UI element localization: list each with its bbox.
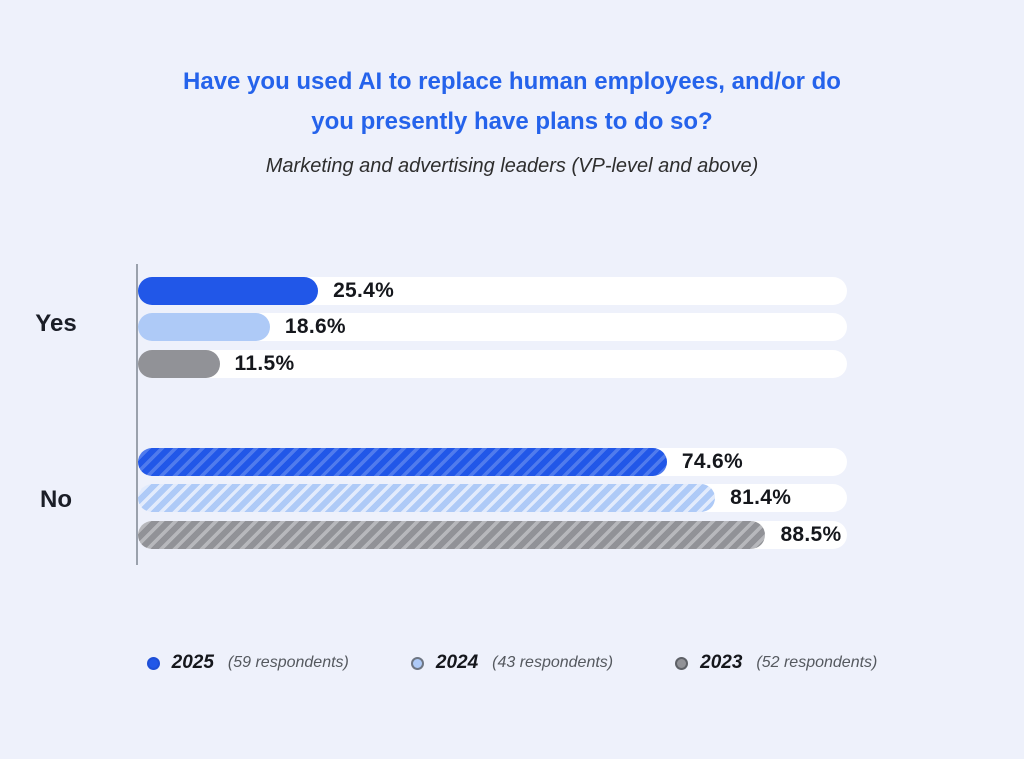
bar-fill-yes-2023 — [138, 350, 220, 378]
legend-year-2024: 2024 — [435, 652, 479, 673]
bar-track-yes-2024: 18.6% — [138, 313, 847, 341]
legend-dot-2023-icon — [675, 656, 689, 670]
legend-note-2023: (52 respondents) — [756, 654, 878, 671]
bar-fill-yes-2025 — [138, 277, 319, 305]
bar-row: 11.5% — [138, 350, 847, 378]
bar-value-label-no-2025: 74.6% — [681, 450, 743, 473]
bar-value-label-yes-2024: 18.6% — [284, 315, 346, 338]
chart-subtitle: Marketing and advertising leaders (VP-le… — [265, 155, 759, 177]
legend-year-2023: 2023 — [700, 652, 743, 673]
bar-value-label-no-2024: 81.4% — [730, 486, 792, 509]
bar-value-label-no-2023: 88.5% — [780, 523, 842, 546]
y-axis-line — [136, 264, 138, 565]
bar-track-no-2023: 88.5% — [138, 521, 847, 549]
bar-track-yes-2023: 11.5% — [138, 350, 847, 378]
bar-track-no-2024: 81.4% — [138, 484, 847, 512]
legend-dot-2025-icon — [146, 656, 160, 670]
legend-note-2025: (59 respondents) — [227, 654, 349, 671]
bar-row: 18.6% — [138, 313, 847, 341]
category-label-no: No — [40, 486, 72, 513]
legend-year-2025: 2025 — [171, 652, 214, 673]
bar-fill-no-2023 — [138, 521, 766, 549]
legend-item-2024: 2024 (43 respondents) — [410, 652, 614, 674]
legend-note-2024: (43 respondents) — [492, 654, 614, 671]
legend-dot-2024-icon — [410, 656, 424, 670]
bar-row: 74.6% — [138, 448, 847, 476]
chart-title-line1: Have you used AI to replace human employ… — [183, 68, 841, 95]
bar-row: 88.5% — [138, 521, 847, 549]
bar-value-label-yes-2025: 25.4% — [333, 279, 395, 302]
category-label-yes: Yes — [35, 310, 77, 337]
bar-fill-no-2025 — [138, 448, 667, 476]
bar-row: 25.4% — [138, 277, 847, 305]
chart-title: Have you used AI to replace human employ… — [0, 0, 1024, 142]
bar-fill-yes-2024 — [138, 313, 270, 341]
legend-item-2023: 2023 (52 respondents) — [675, 652, 877, 674]
legend: 2025 (59 respondents) 2024 (43 responden… — [0, 652, 1024, 674]
bar-track-no-2025: 74.6% — [138, 448, 847, 476]
legend-item-2025: 2025 (59 respondents) — [146, 652, 349, 674]
bar-chart: Yes No 25.4% 18.6% 11.5% 74.6% — [35, 264, 847, 565]
bar-fill-no-2024 — [138, 484, 716, 512]
bar-value-label-yes-2023: 11.5% — [234, 352, 295, 375]
bar-track-yes-2025: 25.4% — [138, 277, 847, 305]
bar-row: 81.4% — [138, 484, 847, 512]
chart-title-line2: you presently have plans to do so? — [311, 108, 713, 135]
